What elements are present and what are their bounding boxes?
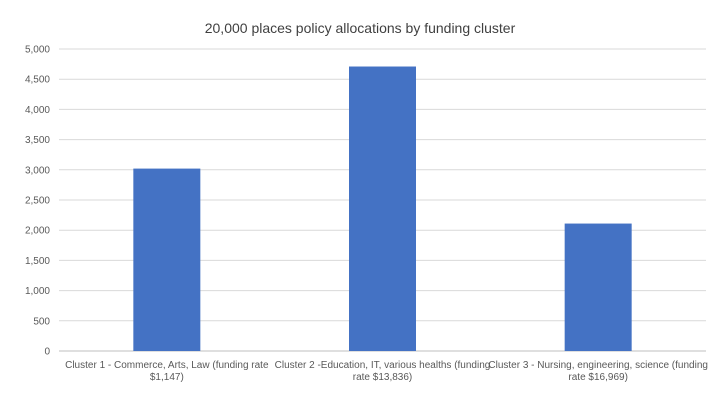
y-tick-label: 4,500 bbox=[25, 75, 50, 86]
y-tick-label: 4,000 bbox=[25, 105, 50, 116]
x-category-label-line: rate $13,836) bbox=[353, 372, 413, 383]
y-tick-label: 1,000 bbox=[25, 286, 50, 297]
x-category-label-line: $1,147) bbox=[150, 372, 184, 383]
y-tick-label: 500 bbox=[33, 316, 50, 327]
x-category-label: Cluster 1 - Commerce, Arts, Law (funding… bbox=[65, 360, 269, 383]
y-tick-label: 0 bbox=[44, 347, 50, 358]
x-category-label-line: Cluster 2 -Education, IT, various health… bbox=[275, 360, 491, 371]
x-category-label-line: Cluster 3 - Nursing, engineering, scienc… bbox=[488, 360, 708, 371]
x-category-label-line: rate $16,969) bbox=[568, 372, 628, 383]
x-category-label: Cluster 2 -Education, IT, various health… bbox=[275, 360, 491, 383]
y-tick-label: 1,500 bbox=[25, 256, 50, 267]
y-tick-label: 5,000 bbox=[25, 45, 50, 56]
x-category-label: Cluster 3 - Nursing, engineering, scienc… bbox=[488, 360, 708, 383]
y-tick-label: 3,000 bbox=[25, 165, 50, 176]
x-category-label-line: Cluster 1 - Commerce, Arts, Law (funding… bbox=[65, 360, 269, 371]
bar bbox=[133, 168, 201, 351]
bar bbox=[564, 223, 632, 351]
y-tick-label: 2,500 bbox=[25, 196, 50, 207]
chart-title: 20,000 places policy allocations by fund… bbox=[204, 20, 516, 36]
y-tick-label: 2,000 bbox=[25, 226, 50, 237]
y-tick-label: 3,500 bbox=[25, 135, 50, 146]
bar bbox=[349, 66, 416, 352]
